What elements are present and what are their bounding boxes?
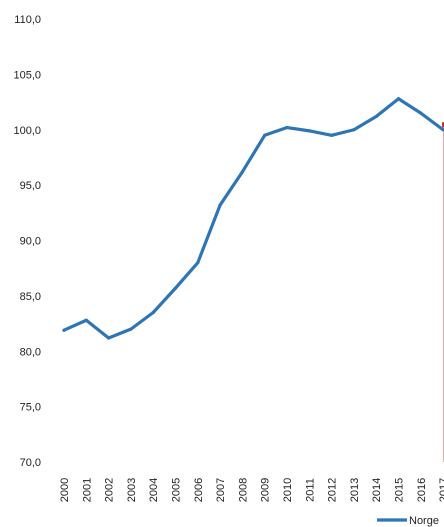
x-tick-label: 2015 <box>394 478 406 502</box>
data-point <box>218 203 222 207</box>
series-line-0 <box>62 97 444 340</box>
marker-layer <box>442 122 444 462</box>
y-axis-ticks: 70,0 75,0 80,0 85,0 90,0 95,0 100,0 105,0 110,0 <box>13 14 41 469</box>
marker-cap <box>442 122 444 128</box>
series-layer <box>62 97 444 340</box>
y-tick-label: 70,0 <box>20 457 41 469</box>
data-point <box>129 327 133 331</box>
x-tick-label: 2001 <box>81 478 93 502</box>
x-tick-label: 2003 <box>126 478 138 502</box>
data-point <box>285 125 289 130</box>
y-tick-label: 95,0 <box>20 180 41 192</box>
data-point <box>151 310 155 315</box>
data-point <box>196 261 200 265</box>
data-point <box>263 133 267 137</box>
x-tick-label: 2011 <box>304 478 316 502</box>
x-tick-label: 2014 <box>371 478 383 502</box>
x-tick-label: 2012 <box>327 478 339 502</box>
data-point <box>240 170 244 174</box>
x-tick-label: 2006 <box>193 478 205 502</box>
x-tick-label: 2002 <box>104 478 116 502</box>
data-point <box>352 128 356 132</box>
legend: Norge <box>377 515 439 527</box>
x-tick-label: 2013 <box>349 478 361 502</box>
y-tick-label: 110,0 <box>14 14 41 26</box>
y-tick-label: 75,0 <box>20 402 41 414</box>
x-tick-label: 2007 <box>215 478 227 502</box>
data-point <box>307 129 311 133</box>
legend-label: Norge <box>409 515 439 527</box>
y-tick-label: 80,0 <box>20 346 41 358</box>
y-tick-label: 105,0 <box>13 69 41 81</box>
y-tick-label: 85,0 <box>20 291 41 303</box>
data-point <box>173 286 178 290</box>
x-tick-label: 2008 <box>237 478 249 502</box>
data-point <box>396 97 401 101</box>
x-tick-label: 2005 <box>171 478 183 502</box>
x-axis-ticks: 2000 2001 2002 2003 2004 2005 2006 2007 2008 2009… <box>59 478 444 502</box>
x-tick-label: 2004 <box>148 478 160 502</box>
y-tick-label: 100,0 <box>13 125 41 137</box>
data-point <box>84 318 88 322</box>
data-point <box>374 114 378 119</box>
x-tick-label: 2017 <box>438 478 444 502</box>
x-tick-label: 2016 <box>416 478 428 502</box>
data-point <box>62 328 66 332</box>
x-tick-label: 2009 <box>260 478 272 502</box>
data-point <box>419 111 423 115</box>
y-tick-label: 90,0 <box>20 236 41 248</box>
data-point <box>330 133 334 137</box>
data-point <box>441 128 444 132</box>
x-tick-label: 2000 <box>59 478 71 502</box>
x-tick-label: 2010 <box>282 478 294 502</box>
data-point <box>107 336 111 340</box>
